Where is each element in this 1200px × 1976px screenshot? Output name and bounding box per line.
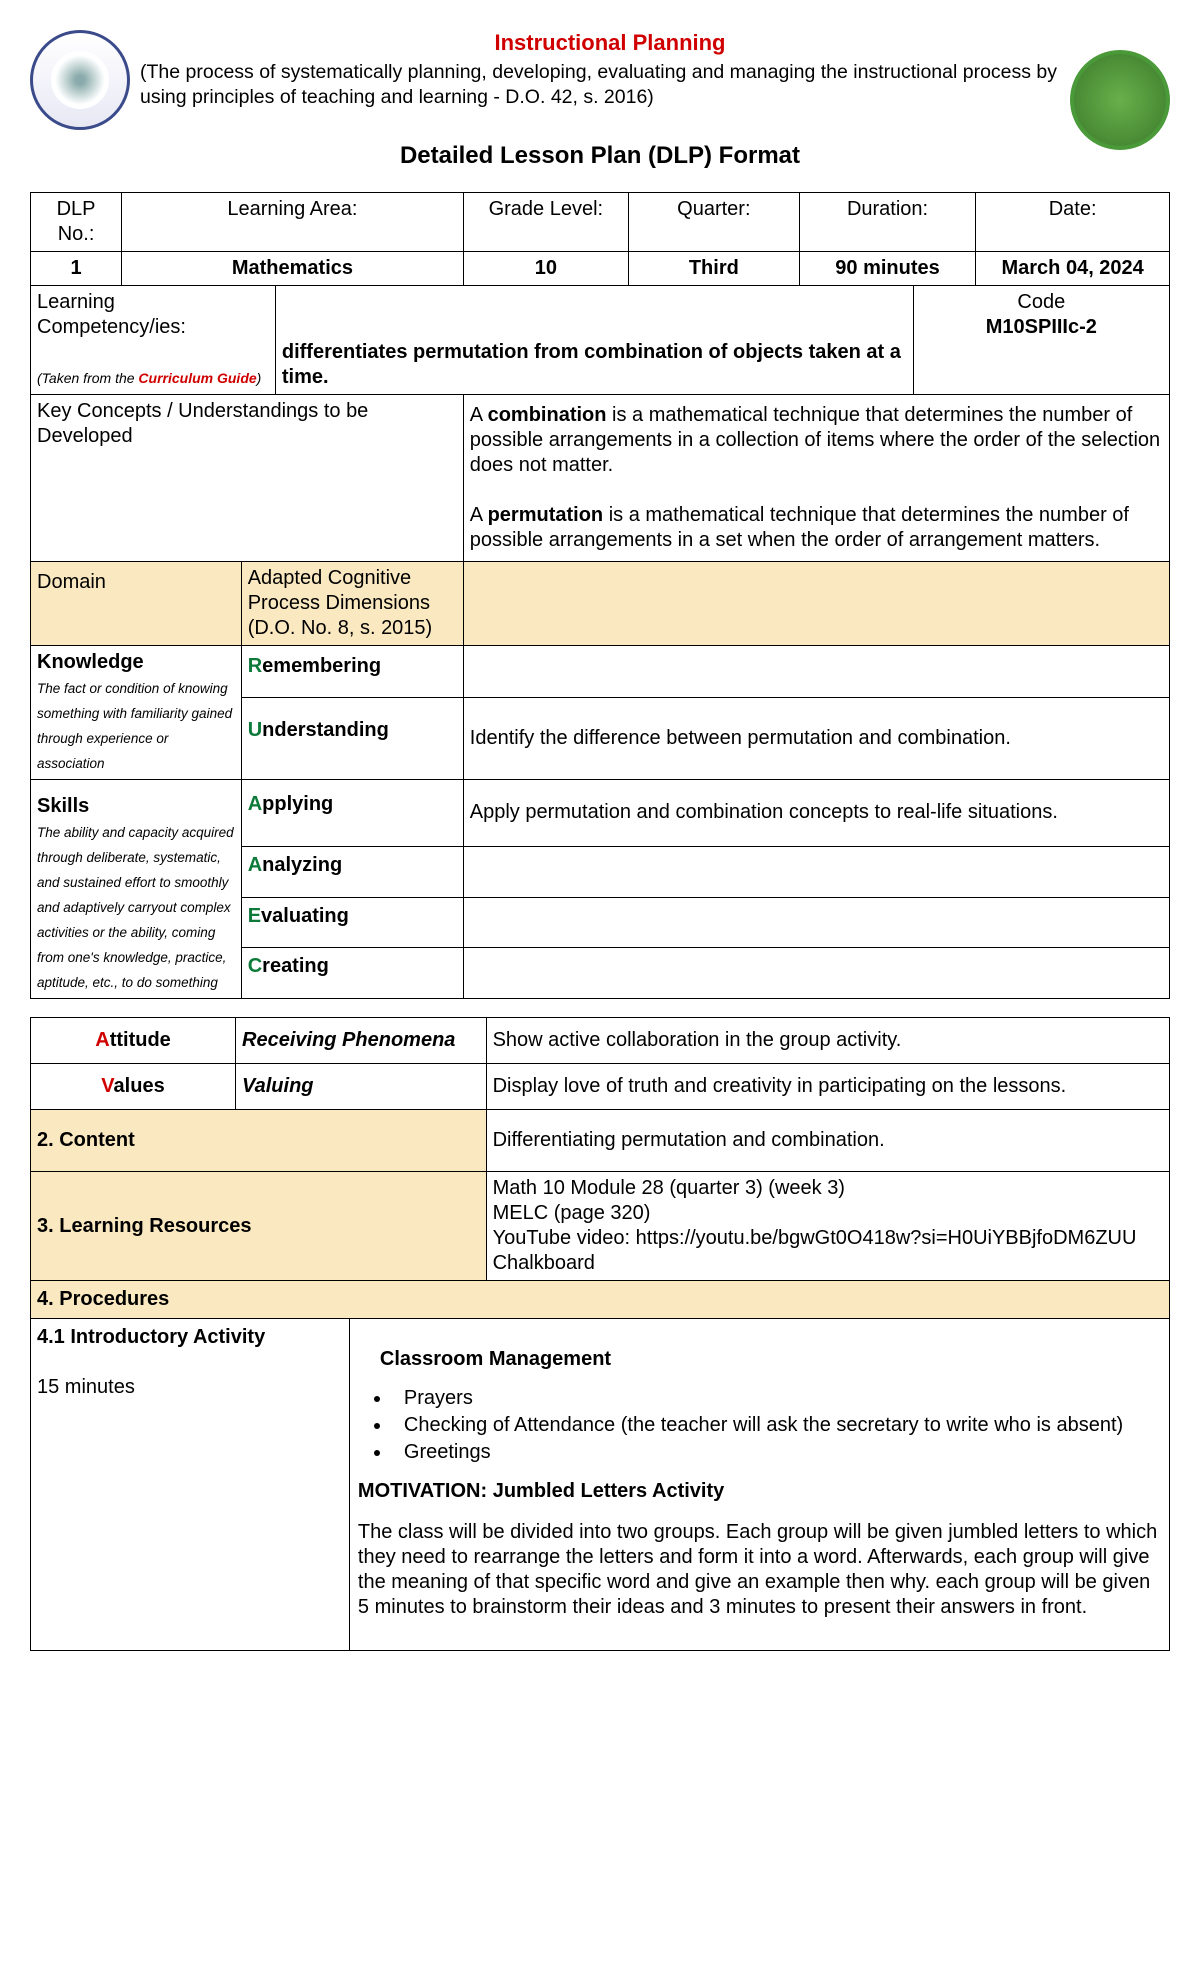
grade-level-label: Grade Level: (463, 193, 628, 252)
dlp-main-table: DLP No.: Learning Area: Grade Level: Qua… (30, 192, 1170, 999)
code-value: M10SPIIIc-2 (986, 316, 1097, 338)
lc-sub-prefix: (Taken from the (37, 370, 138, 386)
creating-blank (463, 948, 1169, 999)
code-label: Code (1017, 291, 1065, 313)
lr-label: 3. Learning Resources (31, 1172, 487, 1281)
kc-text: A combination is a mathematical techniqu… (463, 395, 1169, 562)
duration-label: Duration: (799, 193, 976, 252)
attitude-label: Attitude (31, 1018, 236, 1064)
acpd-label: Adapted Cognitive Process Dimensions (D.… (241, 562, 463, 646)
knowledge-label: Knowledge (37, 651, 144, 673)
list-item: Greetings (392, 1440, 1161, 1465)
applying-label: Applying (241, 780, 463, 847)
bullet-greetings: Greetings (404, 1441, 491, 1463)
skills-desc: The ability and capacity acquired throug… (37, 825, 234, 990)
page-header: Instructional Planning (The process of s… (30, 30, 1170, 130)
quarter-label: Quarter: (628, 193, 799, 252)
date-label: Date: (976, 193, 1170, 252)
analyzing-blank (463, 846, 1169, 897)
skills-applying-row: Skills The ability and capacity acquired… (31, 780, 1170, 847)
values-row: Values Valuing Display love of truth and… (31, 1064, 1170, 1110)
attitude-row: Attitude Receiving Phenomena Show active… (31, 1018, 1170, 1064)
learning-competency-row: Learning Competency/ies: (Taken from the… (31, 286, 1170, 395)
dlp-no-value: 1 (31, 252, 122, 286)
bullet-prayers: Prayers (404, 1387, 473, 1409)
intro-activity-time: 15 minutes (37, 1376, 135, 1398)
kc-2a: A (470, 504, 488, 526)
classroom-management-title: Classroom Management (380, 1347, 1161, 1372)
content-label: 2. Content (31, 1110, 487, 1172)
lc-text: differentiates permutation from combinat… (275, 286, 913, 395)
understanding-label: Understanding (241, 698, 463, 780)
domain-row: Domain Adapted Cognitive Process Dimensi… (31, 562, 1170, 646)
introductory-activity-row: 4.1 Introductory Activity 15 minutes Cla… (31, 1319, 1170, 1651)
attitude-text: Show active collaboration in the group a… (486, 1018, 1169, 1064)
division-logo-icon (1070, 50, 1170, 150)
header-title: Instructional Planning (140, 30, 1080, 56)
procedures-label: 4. Procedures (31, 1281, 1170, 1319)
header-row-labels: DLP No.: Learning Area: Grade Level: Qua… (31, 193, 1170, 252)
motivation-text: The class will be divided into two group… (358, 1520, 1161, 1620)
learning-resources-row: 3. Learning Resources Math 10 Module 28 … (31, 1172, 1170, 1281)
knowledge-remembering-row: Knowledge The fact or condition of knowi… (31, 646, 1170, 698)
dlp-secondary-table: Attitude Receiving Phenomena Show active… (30, 1017, 1170, 1651)
kc-label: Key Concepts / Understandings to be Deve… (31, 395, 464, 562)
lc-sub-red: Curriculum Guide (138, 370, 256, 386)
learning-competency-label-cell: Learning Competency/ies: (Taken from the… (31, 286, 276, 395)
classroom-management-list: Prayers Checking of Attendance (the teac… (392, 1386, 1161, 1465)
date-value: March 04, 2024 (976, 252, 1170, 286)
knowledge-cell: Knowledge The fact or condition of knowi… (31, 646, 242, 780)
domain-label: Domain (31, 562, 242, 646)
motivation-title: MOTIVATION: Jumbled Letters Activity (358, 1479, 1161, 1504)
dlp-no-label: DLP No.: (31, 193, 122, 252)
values-label: Values (31, 1064, 236, 1110)
quarter-value: Third (628, 252, 799, 286)
key-concepts-row: Key Concepts / Understandings to be Deve… (31, 395, 1170, 562)
attitude-sub: Receiving Phenomena (236, 1018, 487, 1064)
skills-cell: Skills The ability and capacity acquired… (31, 780, 242, 999)
code-cell: Code M10SPIIIc-2 (913, 286, 1169, 395)
remembering-blank (463, 646, 1169, 698)
evaluating-blank (463, 897, 1169, 948)
values-text: Display love of truth and creativity in … (486, 1064, 1169, 1110)
remembering-label: Remembering (241, 646, 463, 698)
knowledge-desc: The fact or condition of knowing somethi… (37, 681, 232, 771)
grade-level-value: 10 (463, 252, 628, 286)
creating-label: Creating (241, 948, 463, 999)
skills-label: Skills (37, 795, 89, 817)
bullet-attendance: Checking of Attendance (the teacher will… (404, 1414, 1123, 1436)
header-subtitle: (The process of systematically planning,… (140, 60, 1080, 111)
kc-2b: permutation (488, 504, 604, 526)
header-row-values: 1 Mathematics 10 Third 90 minutes March … (31, 252, 1170, 286)
applying-text: Apply permutation and combination concep… (463, 780, 1169, 847)
procedures-row: 4. Procedures (31, 1281, 1170, 1319)
content-row: 2. Content Differentiating permutation a… (31, 1110, 1170, 1172)
list-item: Checking of Attendance (the teacher will… (392, 1413, 1161, 1438)
deped-logo-icon (30, 30, 130, 130)
intro-activity-content: Classroom Management Prayers Checking of… (349, 1319, 1169, 1651)
lc-label: Learning Competency/ies: (37, 291, 186, 338)
kc-1b: combination (488, 404, 607, 426)
understanding-text: Identify the difference between permutat… (463, 698, 1169, 780)
learning-area-label: Learning Area: (122, 193, 464, 252)
kc-1a: A (470, 404, 488, 426)
intro-activity-label: 4.1 Introductory Activity (37, 1326, 265, 1348)
analyzing-label: Analyzing (241, 846, 463, 897)
lc-subnote: (Taken from the Curriculum Guide) (37, 370, 261, 386)
dlp-format-title: Detailed Lesson Plan (DLP) Format (30, 142, 1170, 170)
values-sub: Valuing (236, 1064, 487, 1110)
learning-area-value: Mathematics (122, 252, 464, 286)
intro-activity-cell: 4.1 Introductory Activity 15 minutes (31, 1319, 350, 1651)
content-text: Differentiating permutation and combinat… (486, 1110, 1169, 1172)
lr-text: Math 10 Module 28 (quarter 3) (week 3) M… (486, 1172, 1169, 1281)
header-text: Instructional Planning (The process of s… (140, 30, 1170, 111)
acpd-blank (463, 562, 1169, 646)
duration-value: 90 minutes (799, 252, 976, 286)
list-item: Prayers (392, 1386, 1161, 1411)
evaluating-label: Evaluating (241, 897, 463, 948)
lc-sub-close: ) (257, 370, 262, 386)
